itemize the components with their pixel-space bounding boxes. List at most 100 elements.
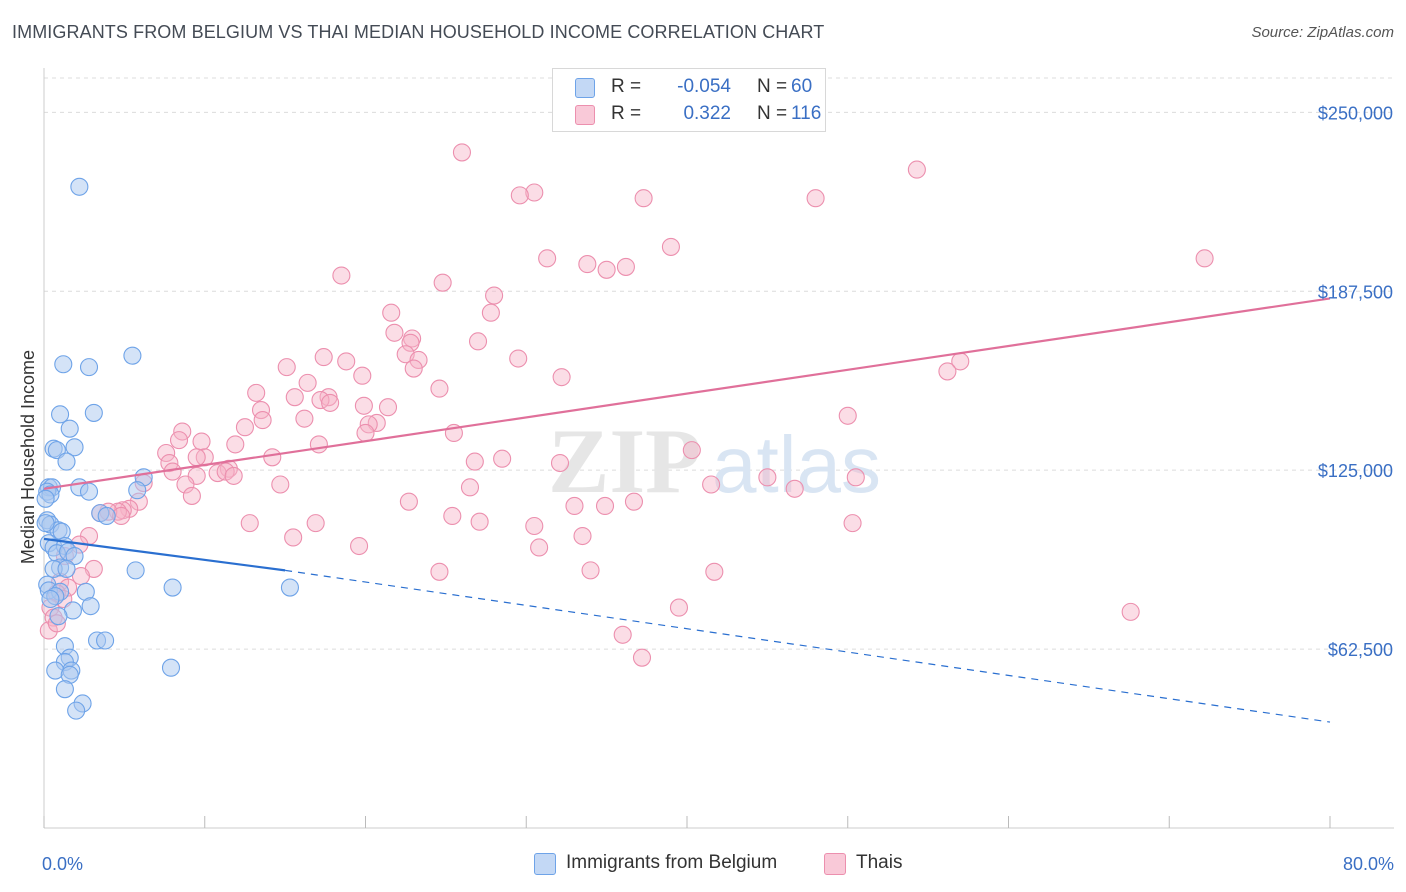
thais-point: [430, 562, 449, 581]
thais-point: [443, 506, 462, 526]
belgium-trend-extension: [285, 569, 1331, 723]
y-tick-label: $187,500: [1318, 282, 1393, 302]
thais-point: [581, 561, 600, 580]
thais-point: [321, 393, 340, 412]
thais-point: [277, 358, 296, 377]
thais-point: [271, 475, 290, 494]
thais-point: [157, 443, 176, 463]
thais-point: [468, 332, 488, 351]
belgium-point: [57, 559, 76, 578]
thais-point: [385, 323, 404, 342]
thais-point: [399, 492, 418, 511]
thais-point: [378, 398, 398, 417]
thais-point: [510, 186, 529, 205]
watermark-atlas: atlas: [712, 420, 881, 509]
belgium-point: [79, 358, 99, 377]
thais-point: [452, 143, 472, 162]
legend-swatch-thais: [575, 105, 595, 125]
thais-point: [616, 257, 635, 276]
thais-point: [538, 249, 557, 268]
thais-point: [314, 348, 333, 367]
thais-point: [846, 468, 865, 487]
thais-point: [573, 526, 592, 546]
thais-point: [632, 648, 652, 667]
thais-point: [247, 383, 266, 402]
belgium-point: [41, 589, 60, 609]
thais-point: [409, 350, 428, 370]
thais-point: [613, 625, 632, 644]
thais-point: [404, 359, 423, 378]
thais-point: [843, 514, 862, 533]
thais-point: [907, 160, 926, 179]
legend-label-belgium: Immigrants from Belgium: [566, 852, 778, 873]
legend-swatch-belgium: [575, 78, 595, 98]
thais-point: [285, 388, 304, 407]
thais-point: [306, 514, 325, 533]
thais-point: [525, 516, 544, 536]
thais-point: [216, 462, 235, 481]
thais-point: [552, 368, 571, 387]
thais-point: [624, 492, 644, 511]
thais-point: [176, 475, 195, 494]
belgium-point: [65, 438, 84, 457]
thais-point: [298, 373, 317, 392]
thais-point: [565, 496, 584, 516]
source-note: Source: ZipAtlas.com: [1251, 24, 1394, 41]
y-tick-label: $62,500: [1328, 640, 1393, 660]
belgium-point: [67, 701, 86, 720]
thais-point: [226, 435, 245, 454]
thais-point: [661, 237, 680, 256]
thais-point: [356, 423, 375, 443]
thais-point: [295, 409, 314, 428]
thais-point: [682, 441, 701, 460]
thais-point: [550, 453, 570, 473]
thais-point: [595, 496, 615, 516]
belgium-point: [57, 452, 76, 471]
legend-n-label: N =: [757, 76, 788, 97]
legend-r-value: 0.322: [683, 103, 731, 124]
belgium-point: [65, 547, 84, 566]
thais-point: [634, 189, 653, 208]
belgium-point: [49, 607, 68, 626]
belgium-point: [79, 482, 99, 501]
thais-point: [785, 479, 804, 498]
thais-point: [224, 466, 243, 485]
thais-point: [263, 448, 282, 467]
belgium-point: [51, 405, 70, 424]
belgium-point: [60, 419, 79, 438]
x-tick-label: 0.0%: [42, 854, 83, 874]
thais-point: [669, 598, 689, 617]
belgium-point: [55, 680, 74, 699]
legend-r-value: -0.054: [677, 76, 731, 97]
thais-point: [702, 475, 721, 494]
belgium-point: [84, 403, 103, 422]
thais-point: [493, 449, 512, 468]
thais-point: [465, 452, 484, 471]
belgium-point: [163, 578, 182, 597]
thais-point: [235, 418, 254, 437]
thais-point: [597, 260, 616, 279]
thais-point: [353, 366, 372, 385]
thais-point: [401, 333, 420, 352]
thais-point: [578, 255, 597, 274]
legend-r-label: R =: [611, 76, 642, 97]
legend-n-label: N =: [757, 103, 788, 124]
thais-point: [938, 362, 957, 381]
thais-point: [433, 273, 452, 292]
legend-n-value: 60: [791, 76, 813, 97]
y-tick-label: $125,000: [1318, 461, 1393, 481]
watermark-zip: ZIP: [548, 410, 701, 512]
legend-r-label: R =: [611, 103, 642, 124]
thais-point: [705, 562, 724, 581]
thais-point: [382, 303, 401, 322]
thais-point: [530, 538, 549, 557]
thais-point: [758, 468, 777, 487]
legend-swatch-thais: [824, 853, 846, 875]
axes: [43, 68, 1394, 829]
thais-point: [460, 478, 480, 497]
thais-point: [240, 514, 259, 533]
correlation-legend: R = -0.054 N = 60 R = 0.322 N = 116: [552, 68, 826, 132]
thais-point: [470, 512, 489, 531]
belgium-point: [81, 597, 100, 616]
